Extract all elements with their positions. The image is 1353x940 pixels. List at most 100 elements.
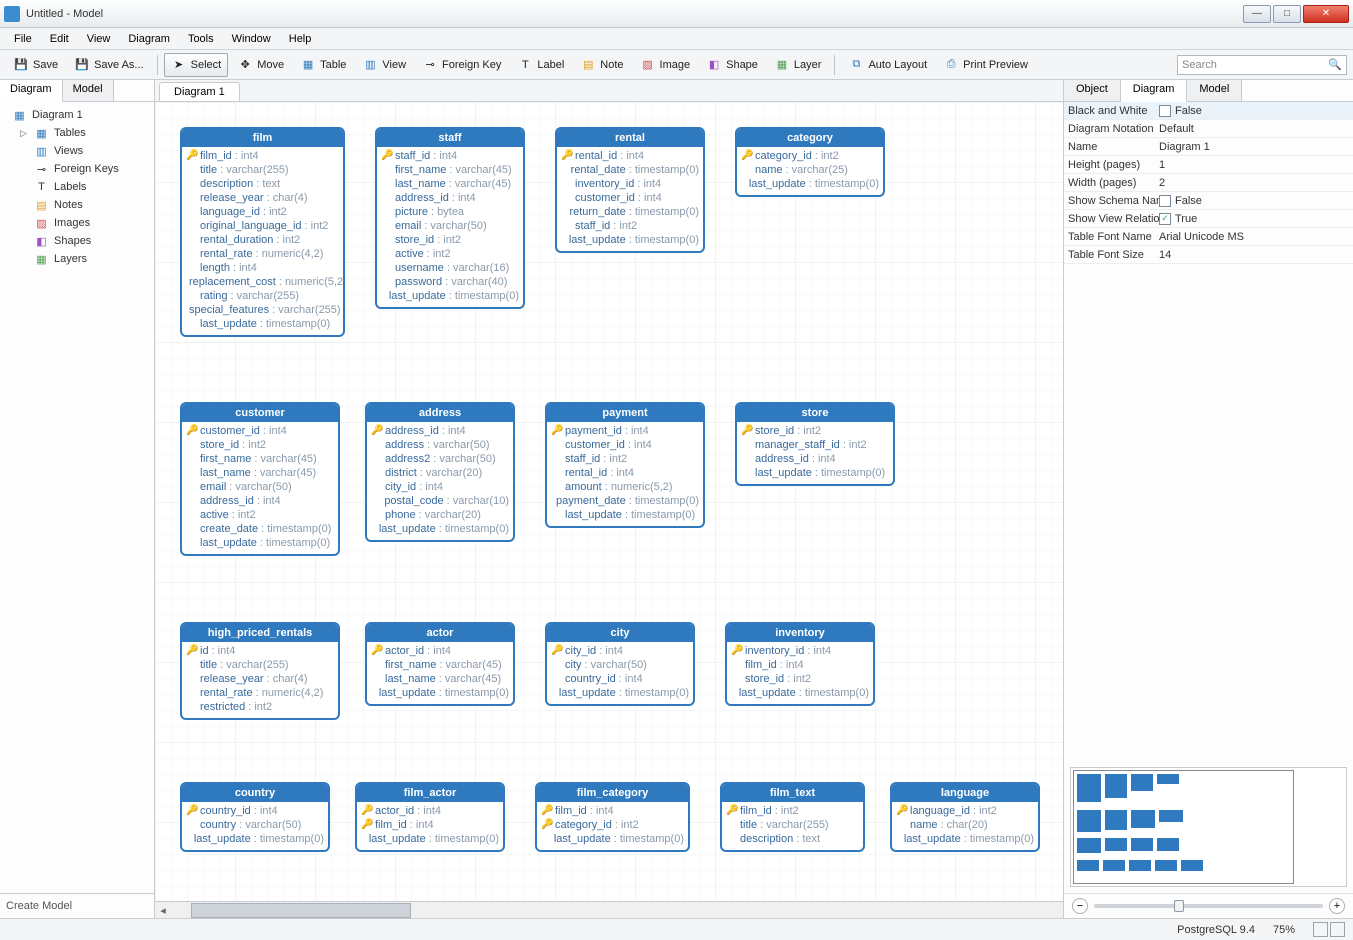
erd-column[interactable]: replacement_cost: numeric(5,2) (186, 275, 339, 289)
erd-column[interactable]: 🔑language_id: int2 (896, 804, 1034, 818)
menu-tools[interactable]: Tools (180, 31, 222, 47)
erd-column[interactable]: customer_id: int4 (551, 438, 699, 452)
erd-column[interactable]: 🔑rental_id: int4 (561, 149, 699, 163)
erd-column[interactable]: email: varchar(50) (381, 219, 519, 233)
erd-column[interactable]: rental_duration: int2 (186, 233, 339, 247)
erd-column[interactable]: address_id: int4 (741, 452, 889, 466)
erd-column[interactable]: description: text (726, 832, 859, 846)
prop-row[interactable]: Width (pages)2 (1064, 174, 1353, 192)
prop-row[interactable]: Show View Relatio✓True (1064, 210, 1353, 228)
erd-column[interactable]: address: varchar(50) (371, 438, 509, 452)
tree-images[interactable]: ▨Images (2, 214, 152, 232)
erd-column[interactable]: last_update: timestamp(0) (541, 832, 684, 846)
erd-table-address[interactable]: address🔑address_id: int4address: varchar… (365, 402, 515, 542)
search-input[interactable]: Search🔍 (1177, 55, 1347, 75)
erd-column[interactable]: last_name: varchar(45) (381, 177, 519, 191)
printpreview-button[interactable]: ⎙Print Preview (936, 53, 1035, 77)
erd-column[interactable]: last_update: timestamp(0) (551, 508, 699, 522)
prop-row[interactable]: Black and WhiteFalse (1064, 102, 1353, 120)
statusbar-icon[interactable] (1313, 922, 1328, 937)
erd-table-rental[interactable]: rental🔑rental_id: int4rental_date: times… (555, 127, 705, 253)
tree-labels[interactable]: TLabels (2, 178, 152, 196)
erd-column[interactable]: last_update: timestamp(0) (371, 686, 509, 700)
erd-column[interactable]: special_features: varchar(255) (186, 303, 339, 317)
minimap[interactable] (1070, 767, 1347, 887)
prop-row[interactable]: Table Font Size14 (1064, 246, 1353, 264)
erd-column[interactable]: picture: bytea (381, 205, 519, 219)
erd-column[interactable]: inventory_id: int4 (561, 177, 699, 191)
erd-column[interactable]: 🔑film_id: int2 (726, 804, 859, 818)
table-tool[interactable]: ▦Table (293, 53, 353, 77)
erd-column[interactable]: active: int2 (186, 508, 334, 522)
erd-table-payment[interactable]: payment🔑payment_id: int4customer_id: int… (545, 402, 705, 528)
erd-column[interactable]: address_id: int4 (186, 494, 334, 508)
erd-column[interactable]: title: varchar(255) (186, 163, 339, 177)
erd-table-country[interactable]: country🔑country_id: int4country: varchar… (180, 782, 330, 852)
erd-column[interactable]: city: varchar(50) (551, 658, 689, 672)
expand-icon[interactable]: ▷ (20, 128, 29, 139)
erd-table-inventory[interactable]: inventory🔑inventory_id: int4film_id: int… (725, 622, 875, 706)
prop-row[interactable]: Height (pages)1 (1064, 156, 1353, 174)
erd-column[interactable]: 🔑category_id: int2 (741, 149, 879, 163)
erd-column[interactable]: 🔑id: int4 (186, 644, 334, 658)
erd-column[interactable]: last_update: timestamp(0) (551, 686, 689, 700)
tree-root[interactable]: ▦Diagram 1 (2, 106, 152, 124)
erd-column[interactable]: title: varchar(255) (186, 658, 334, 672)
menu-help[interactable]: Help (281, 31, 320, 47)
checkbox-icon[interactable] (1159, 195, 1171, 207)
erd-column[interactable]: language_id: int2 (186, 205, 339, 219)
erd-column[interactable]: rental_date: timestamp(0) (561, 163, 699, 177)
tab-left-model[interactable]: Model (63, 80, 114, 101)
erd-column[interactable]: staff_id: int2 (561, 219, 699, 233)
erd-table-city[interactable]: city🔑city_id: int4city: varchar(50)count… (545, 622, 695, 706)
erd-column[interactable]: 🔑film_id: int4 (541, 804, 684, 818)
erd-column[interactable]: store_id: int2 (186, 438, 334, 452)
erd-column[interactable]: release_year: char(4) (186, 191, 339, 205)
doc-tab-diagram1[interactable]: Diagram 1 (159, 82, 240, 101)
prop-row[interactable]: Table Font NameArial Unicode MS (1064, 228, 1353, 246)
tab-left-diagram[interactable]: Diagram (0, 80, 63, 102)
erd-column[interactable]: first_name: varchar(45) (371, 658, 509, 672)
menu-view[interactable]: View (79, 31, 119, 47)
erd-column[interactable]: 🔑address_id: int4 (371, 424, 509, 438)
erd-column[interactable]: address_id: int4 (381, 191, 519, 205)
prop-value[interactable]: False (1159, 195, 1353, 207)
close-button[interactable]: ✕ (1303, 5, 1349, 23)
erd-table-staff[interactable]: staff🔑staff_id: int4first_name: varchar(… (375, 127, 525, 309)
erd-column[interactable]: active: int2 (381, 247, 519, 261)
erd-column[interactable]: amount: numeric(5,2) (551, 480, 699, 494)
erd-column[interactable]: rental_rate: numeric(4,2) (186, 686, 334, 700)
statusbar-icon[interactable] (1330, 922, 1345, 937)
erd-column[interactable]: last_update: timestamp(0) (731, 686, 869, 700)
erd-column[interactable]: first_name: varchar(45) (381, 163, 519, 177)
erd-column[interactable]: last_update: timestamp(0) (561, 233, 699, 247)
erd-table-film_actor[interactable]: film_actor🔑actor_id: int4🔑film_id: int4l… (355, 782, 505, 852)
erd-column[interactable]: last_update: timestamp(0) (896, 832, 1034, 846)
erd-column[interactable]: phone: varchar(20) (371, 508, 509, 522)
tree-fks[interactable]: ⊸Foreign Keys (2, 160, 152, 178)
erd-column[interactable]: description: text (186, 177, 339, 191)
view-tool[interactable]: ▥View (355, 53, 413, 77)
prop-value[interactable]: False (1159, 105, 1353, 117)
checkbox-icon[interactable] (1159, 105, 1171, 117)
prop-row[interactable]: Show Schema NamFalse (1064, 192, 1353, 210)
erd-column[interactable]: rating: varchar(255) (186, 289, 339, 303)
tab-right-model[interactable]: Model (1187, 80, 1242, 101)
erd-column[interactable]: original_language_id: int2 (186, 219, 339, 233)
erd-column[interactable]: last_update: timestamp(0) (741, 177, 879, 191)
zoom-in-button[interactable]: + (1329, 898, 1345, 914)
erd-column[interactable]: length: int4 (186, 261, 339, 275)
zoom-out-button[interactable]: − (1072, 898, 1088, 914)
erd-table-actor[interactable]: actor🔑actor_id: int4first_name: varchar(… (365, 622, 515, 706)
erd-column[interactable]: password: varchar(40) (381, 275, 519, 289)
autolayout-button[interactable]: ⧉Auto Layout (841, 53, 934, 77)
erd-table-film_text[interactable]: film_text🔑film_id: int2title: varchar(25… (720, 782, 865, 852)
erd-column[interactable]: last_name: varchar(45) (371, 672, 509, 686)
menu-edit[interactable]: Edit (42, 31, 77, 47)
erd-column[interactable]: last_update: timestamp(0) (361, 832, 499, 846)
erd-column[interactable]: rental_rate: numeric(4,2) (186, 247, 339, 261)
erd-column[interactable]: country_id: int4 (551, 672, 689, 686)
move-tool[interactable]: ✥Move (230, 53, 291, 77)
erd-column[interactable]: country: varchar(50) (186, 818, 324, 832)
diagram-canvas[interactable]: film🔑film_id: int4title: varchar(255)des… (155, 102, 1063, 901)
